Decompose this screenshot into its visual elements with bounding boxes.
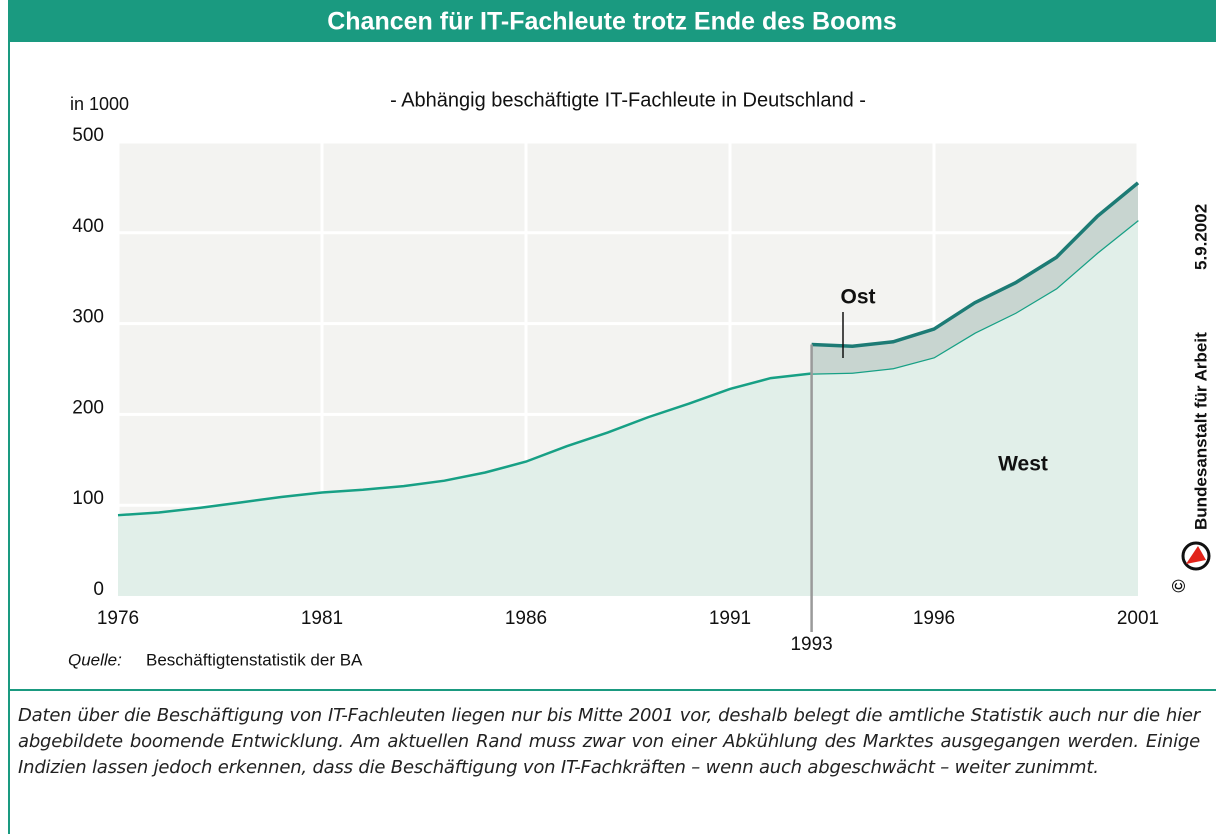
line bbox=[811, 181, 1140, 349]
x-tick-label: 1986 bbox=[505, 608, 547, 629]
caption: Daten über die Beschäftigung von IT-Fach… bbox=[18, 705, 1200, 778]
logo-mark bbox=[1186, 546, 1206, 564]
x-tick-label: 1991 bbox=[709, 608, 751, 629]
y-tick-label: 300 bbox=[72, 307, 104, 328]
series-label: West bbox=[998, 453, 1048, 476]
y-tick-label: 400 bbox=[72, 216, 104, 237]
header-bar bbox=[8, 0, 1216, 42]
logo bbox=[1181, 541, 1211, 571]
x-tick-label: 1976 bbox=[97, 608, 139, 629]
date: 5.9.2002 bbox=[1191, 204, 1210, 270]
area bbox=[811, 182, 1138, 374]
y-tick-label: 100 bbox=[72, 488, 104, 509]
y-tick-label: 0 bbox=[93, 579, 104, 600]
source-label: Quelle: bbox=[68, 650, 122, 669]
subtitle: - Abhängig beschäftigte IT-Fachleute in … bbox=[390, 89, 866, 111]
y-axis-label: in 1000 bbox=[70, 94, 129, 114]
source: Beschäftigtenstatistik der BA bbox=[146, 650, 363, 669]
publisher: Bundesanstalt für Arbeit bbox=[1191, 332, 1210, 530]
y-tick-label: 200 bbox=[72, 397, 104, 418]
y-tick-label: 500 bbox=[72, 125, 104, 146]
x-tick-label: 1981 bbox=[301, 608, 343, 629]
x-tick-label: 1996 bbox=[913, 608, 955, 629]
copyright: © bbox=[1169, 579, 1189, 592]
reference-label: 1993 bbox=[790, 634, 832, 655]
area bbox=[118, 220, 1138, 596]
series-label: Ost bbox=[840, 286, 875, 309]
x-tick-label: 2001 bbox=[1117, 608, 1159, 629]
publisher-group: Bundesanstalt für Arbeit 5.9.2002 bbox=[1191, 204, 1210, 530]
line bbox=[117, 219, 1139, 517]
chart-title: Chancen für IT-Fachleute trotz Ende des … bbox=[327, 8, 897, 36]
